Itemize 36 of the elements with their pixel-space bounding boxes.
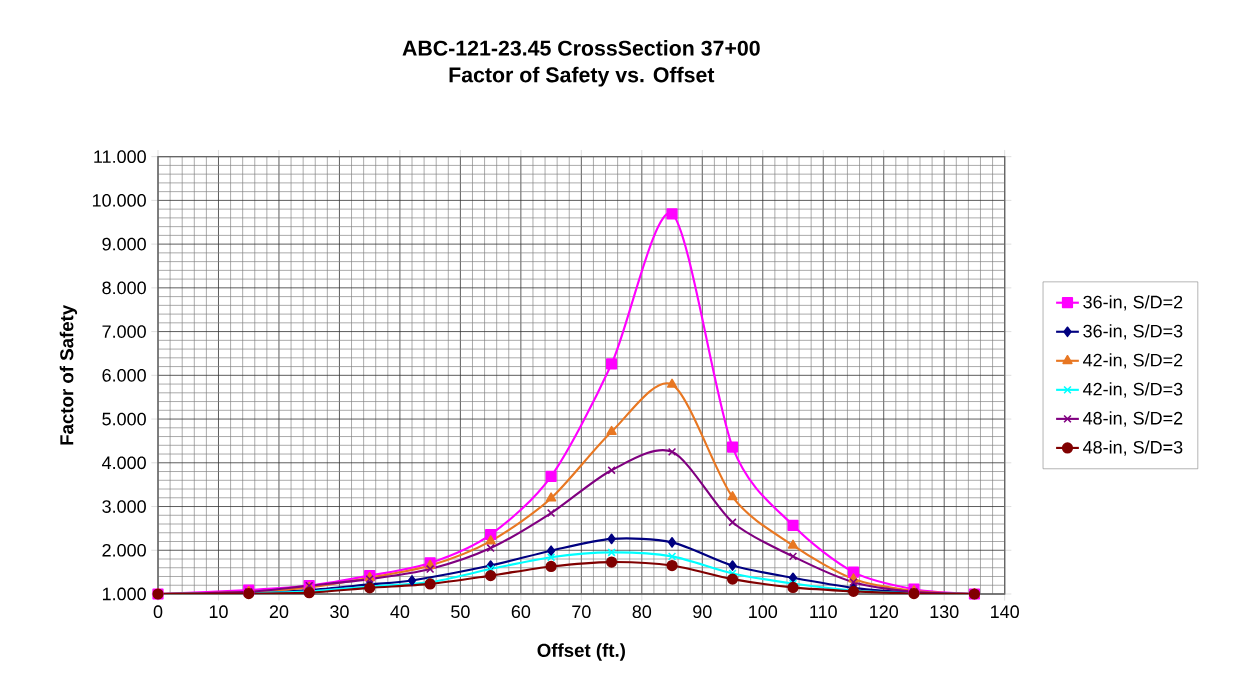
y-tick-label: 9.000 <box>102 237 146 251</box>
y-tick-label: 11.000 <box>94 150 146 164</box>
y-tick-label: 4.000 <box>102 456 146 470</box>
chart-subtitle: Factor of Safety vs. Offset <box>449 66 715 87</box>
x-tick-label: 90 <box>693 605 712 619</box>
legend-label: 48-in, S/D=3 <box>1083 440 1183 456</box>
y-tick-label: 2.000 <box>102 543 146 557</box>
x-tick-label: 120 <box>870 605 899 619</box>
x-tick-label: 40 <box>390 605 410 619</box>
x-tick-label: 10 <box>209 605 228 619</box>
x-tick-label: 130 <box>930 605 959 619</box>
x-tick-label: 60 <box>511 605 531 619</box>
x-tick-label: 70 <box>572 605 591 619</box>
x-tick-label: 80 <box>632 605 652 619</box>
y-tick-label: 6.000 <box>102 368 146 382</box>
x-tick-label: 50 <box>451 605 470 619</box>
y-tick-label: 8.000 <box>102 281 146 295</box>
y-tick-label: 1.000 <box>102 587 146 601</box>
x-tick-label: 140 <box>991 605 1019 619</box>
legend-label: 36-in, S/D=3 <box>1083 324 1183 340</box>
x-axis-title: Offset (ft.) <box>537 643 625 661</box>
x-tick-label: 30 <box>330 605 349 619</box>
y-tick-label: 7.000 <box>102 325 146 338</box>
legend-label: 42-in, S/D=2 <box>1083 353 1183 369</box>
chart-title: ABC-121-23.45 CrossSection 37+00 <box>402 40 760 56</box>
y-tick-label: 10.000 <box>92 194 146 207</box>
legend-label: 36-in, S/D=2 <box>1083 295 1183 311</box>
y-axis-title: Factor of Safety <box>59 304 78 445</box>
legend-label: 48-in, S/D=2 <box>1083 411 1183 427</box>
x-tick-label: 20 <box>269 605 289 619</box>
x-tick-label: 100 <box>749 605 778 619</box>
y-tick-label: 3.000 <box>102 500 146 513</box>
y-tick-label: 5.000 <box>102 412 146 426</box>
x-tick-label: 0 <box>153 605 163 619</box>
x-tick-label: 110 <box>810 605 837 619</box>
legend-label: 42-in, S/D=3 <box>1083 382 1183 398</box>
